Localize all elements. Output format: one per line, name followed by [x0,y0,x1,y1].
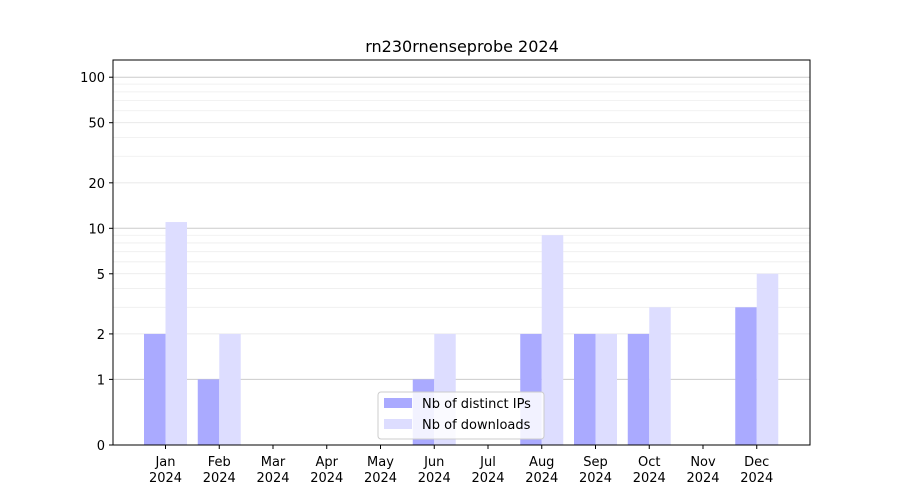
x-tick-label-month: Jul [479,455,496,470]
x-tick-label-year: 2024 [418,471,451,486]
y-tick-label: 10 [88,222,105,237]
bar-distinct-ips-oct [627,333,650,445]
bar-distinct-ips-jan [144,333,166,445]
y-tick-label: 1 [97,373,105,388]
y-tick-label: 0 [97,439,105,454]
x-tick-label-year: 2024 [364,471,397,486]
x-tick-label-month: Jun [423,455,444,470]
y-tick-label: 100 [80,71,105,86]
x-tick-label-month: Apr [316,455,339,470]
bar-distinct-ips-feb [197,379,220,445]
legend-swatch [384,419,412,429]
y-tick-label: 50 [88,117,105,132]
bar-downloads-dec [756,273,779,445]
x-tick-label-year: 2024 [310,471,343,486]
y-tick-label: 20 [88,177,105,192]
x-tick-label-month: Sep [583,455,608,470]
x-tick-label-year: 2024 [203,471,236,486]
x-tick-label-month: Jan [154,455,175,470]
x-tick-label-year: 2024 [579,471,612,486]
x-tick-label-month: Dec [744,455,769,470]
x-tick-label-year: 2024 [471,471,504,486]
legend-swatch [384,398,412,408]
x-tick-label-year: 2024 [740,471,773,486]
legend: Nb of distinct IPs Nb of downloads [377,391,545,440]
x-tick-label-year: 2024 [525,471,558,486]
bar-distinct-ips-sep [574,333,596,445]
x-tick-label-year: 2024 [633,471,666,486]
chart-title: rn230rnenseprobe 2024 [365,37,559,56]
x-tick-label-month: Aug [529,455,554,470]
x-tick-label-month: Feb [208,455,231,470]
bar-distinct-ips-dec [735,307,757,445]
x-axis: Jan2024Feb2024Mar2024Apr2024May2024Jun20… [149,445,773,486]
x-tick-label-year: 2024 [686,471,719,486]
x-tick-label-month: Mar [261,455,286,470]
bar-downloads-sep [595,333,617,445]
legend-box [377,391,545,440]
y-axis: 0 1 2 5 10 20 50 100 [80,71,113,454]
bars [144,222,779,445]
bar-downloads-oct [649,307,671,445]
x-tick-label-month: Oct [638,455,660,470]
bar-downloads-jan [165,222,187,445]
legend-label: Nb of distinct IPs [422,397,531,412]
x-tick-label-year: 2024 [149,471,182,486]
legend-label: Nb of downloads [422,418,531,433]
bar-downloads-feb [219,333,241,445]
x-tick-label-month: May [367,455,394,470]
plot-frame [112,59,811,446]
bar-downloads-aug [541,235,564,445]
x-tick-label-month: Nov [690,455,716,470]
x-tick-label-year: 2024 [256,471,289,486]
y-tick-label: 5 [97,268,105,283]
y-tick-label: 2 [97,328,105,343]
